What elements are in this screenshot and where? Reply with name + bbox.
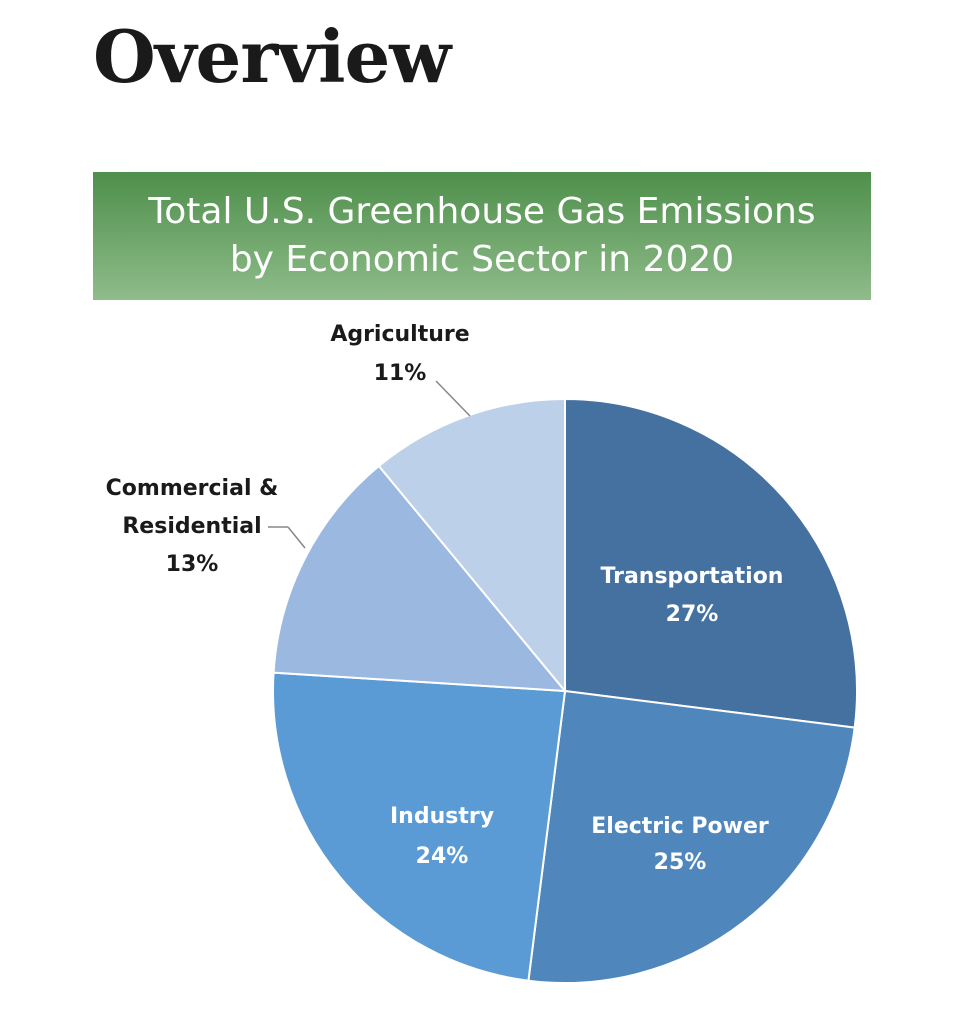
transportation-label: Transportation [601, 564, 784, 589]
chart-title-banner: Total U.S. Greenhouse Gas Emissions by E… [93, 172, 871, 300]
pie-slice-transportation [564, 397, 858, 729]
electric-power-pct: 25% [654, 850, 707, 875]
page-heading: Overview [93, 14, 451, 99]
agriculture-pct: 11% [374, 361, 427, 386]
pie-slice-commercial-residential [272, 464, 568, 693]
commercial-label-line1: Commercial & [106, 476, 279, 501]
commercial-leader-line-2 [287, 526, 306, 549]
industry-pct: 24% [416, 844, 469, 869]
agriculture-label: Agriculture [330, 322, 469, 347]
chart-title-line2: by Economic Sector in 2020 [229, 239, 735, 280]
pie-slice-industry [272, 671, 567, 982]
agriculture-leader-line [435, 380, 471, 417]
pie-slice-electric-power [527, 689, 856, 984]
commercial-label-line2: Residential [122, 514, 261, 539]
commercial-pct: 13% [166, 552, 219, 577]
pie-slice-agriculture [377, 397, 566, 694]
chart-title-line1: Total U.S. Greenhouse Gas Emissions [148, 191, 816, 232]
transportation-pct: 27% [666, 602, 719, 627]
industry-label: Industry [390, 804, 494, 829]
electric-power-label: Electric Power [591, 814, 769, 839]
